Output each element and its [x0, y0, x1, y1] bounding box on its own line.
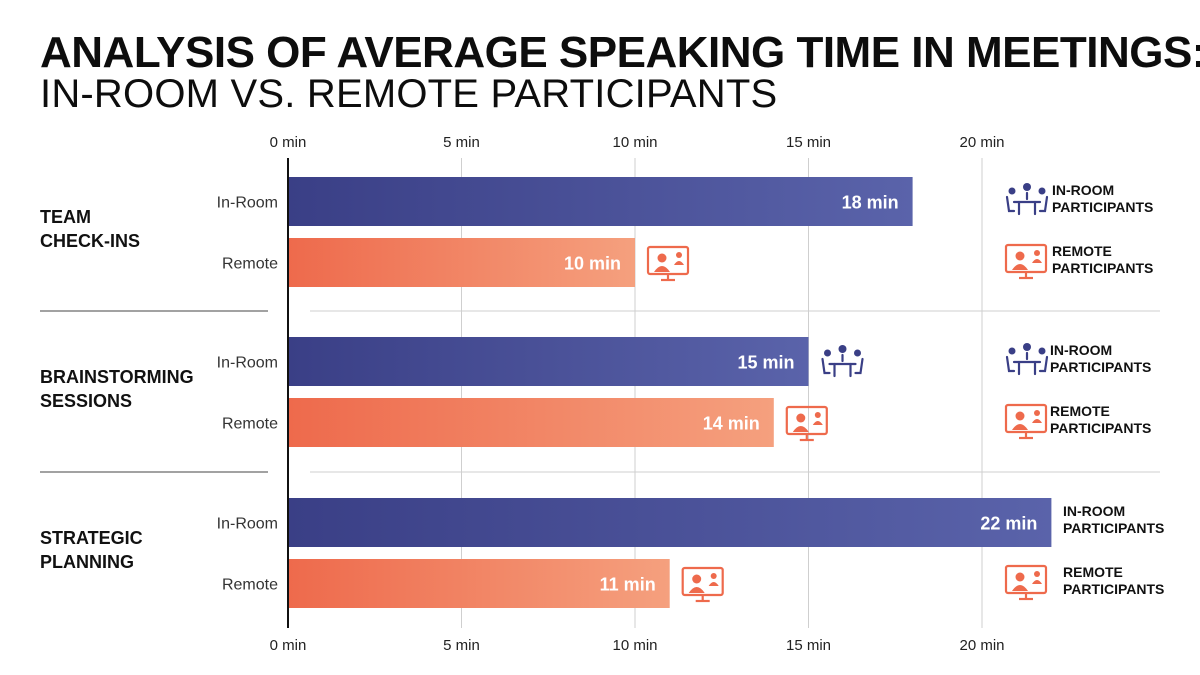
group-label: STRATEGIC PLANNING	[40, 528, 143, 572]
x-tick-label-top: 10 min	[612, 134, 657, 151]
legend-remote: REMOTE PARTICIPANTS	[1050, 403, 1151, 436]
series-label: In-Room	[217, 516, 278, 533]
legend-remote: REMOTE PARTICIPANTS	[1052, 243, 1153, 276]
meeting-table-icon	[1005, 343, 1049, 376]
x-tick-label-bottom: 5 min	[443, 637, 480, 654]
legend-remote: REMOTE PARTICIPANTS	[1063, 564, 1164, 597]
bar-value-label: 18 min	[842, 193, 899, 213]
video-call-icon	[1004, 403, 1048, 440]
bar-remote	[288, 559, 670, 608]
series-label: Remote	[222, 416, 278, 433]
bar-value-label: 22 min	[980, 514, 1037, 534]
x-tick-label-bottom: 0 min	[270, 637, 307, 654]
meeting-table-icon	[821, 345, 864, 378]
x-tick-label-top: 20 min	[959, 134, 1004, 151]
group-label: TEAM CHECK-INS	[40, 207, 140, 251]
x-tick-label-bottom: 20 min	[959, 637, 1004, 654]
bar-value-label: 10 min	[564, 254, 621, 274]
video-call-icon	[681, 566, 724, 603]
meeting-table-icon	[1005, 183, 1049, 216]
bar-in-room	[288, 498, 1052, 547]
series-label: Remote	[222, 256, 278, 273]
bar-remote	[288, 238, 635, 287]
legend-in-room: IN-ROOM PARTICIPANTS	[1063, 503, 1164, 536]
bar-in-room	[288, 177, 913, 226]
legend-in-room: IN-ROOM PARTICIPANTS	[1050, 342, 1151, 375]
x-tick-label-bottom: 10 min	[612, 637, 657, 654]
video-call-icon	[1004, 243, 1048, 280]
bar-value-label: 14 min	[703, 414, 760, 434]
series-label: In-Room	[217, 355, 278, 372]
chart-subtitle: IN-ROOM VS. REMOTE PARTICIPANTS	[40, 72, 778, 116]
video-call-icon	[785, 405, 828, 442]
series-label: Remote	[222, 577, 278, 594]
video-call-icon	[646, 245, 690, 282]
x-tick-label-bottom: 15 min	[786, 637, 831, 654]
chart-title: ANALYSIS OF AVERAGE SPEAKING TIME IN MEE…	[40, 28, 1200, 77]
legend-in-room: IN-ROOM PARTICIPANTS	[1052, 182, 1153, 215]
series-label: In-Room	[217, 195, 278, 212]
bar-remote	[288, 398, 774, 447]
bar-in-room	[288, 337, 809, 386]
video-call-icon	[1004, 564, 1048, 601]
x-tick-label-top: 5 min	[443, 134, 480, 151]
x-tick-label-top: 15 min	[786, 134, 831, 151]
bar-value-label: 15 min	[737, 353, 794, 373]
group-label: BRAINSTORMING SESSIONS	[40, 367, 194, 411]
x-tick-label-top: 0 min	[270, 134, 307, 151]
bar-value-label: 11 min	[600, 575, 656, 595]
